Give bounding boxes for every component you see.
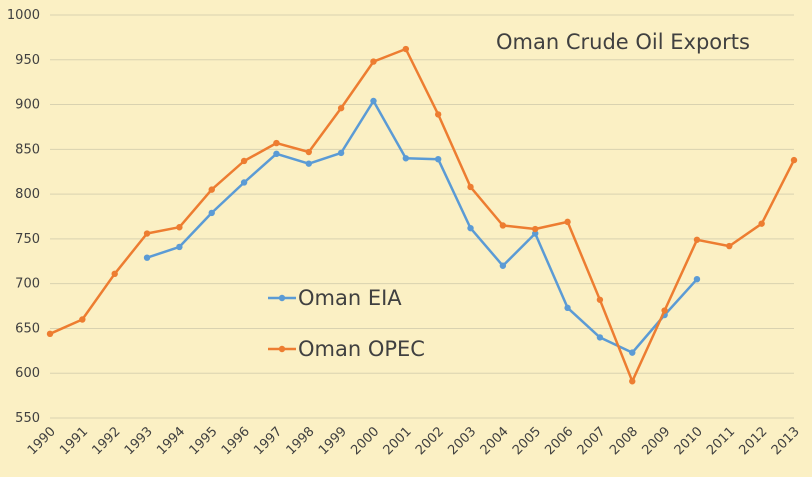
legend-marker-oman-eia xyxy=(278,294,286,302)
data-point-oman-eia-2008 xyxy=(629,349,636,356)
data-point-oman-eia-2010 xyxy=(693,275,701,283)
x-tick-label: 1992 xyxy=(90,424,124,458)
x-tick-label: 2005 xyxy=(510,424,544,458)
data-point-oman-eia-1995 xyxy=(208,209,215,217)
data-point-oman-opec-2003 xyxy=(467,183,474,191)
data-point-oman-opec-2000 xyxy=(370,58,377,65)
grid-lines xyxy=(50,14,794,419)
data-point-oman-opec-2009 xyxy=(661,307,668,314)
plot-area xyxy=(46,45,798,385)
series-oman-opec xyxy=(46,45,798,385)
data-point-oman-opec-2004 xyxy=(499,222,507,229)
legend: Oman EIA Oman OPEC xyxy=(268,286,425,361)
series-line-oman-eia xyxy=(146,99,698,354)
series-line-oman-opec xyxy=(49,47,796,383)
data-point-oman-eia-2007 xyxy=(596,334,604,341)
data-point-oman-opec-2006 xyxy=(564,218,571,226)
data-point-oman-opec-1997 xyxy=(273,139,280,147)
legend-marker-oman-opec xyxy=(278,345,286,353)
data-point-oman-opec-1993 xyxy=(143,230,151,237)
data-point-oman-opec-2007 xyxy=(596,296,604,303)
x-tick-label: 2011 xyxy=(704,424,738,458)
y-tick-label: 1000 xyxy=(7,8,40,23)
data-point-oman-eia-2006 xyxy=(564,304,571,312)
data-point-oman-opec-2008 xyxy=(629,378,636,385)
legend-label-oman-opec: Oman OPEC xyxy=(298,337,425,361)
x-tick-label: 2002 xyxy=(413,424,447,458)
data-point-oman-eia-2001 xyxy=(402,155,410,162)
data-point-oman-opec-2001 xyxy=(402,45,410,53)
x-tick-label: 2003 xyxy=(445,424,479,458)
data-point-oman-eia-1998 xyxy=(305,160,312,167)
data-point-oman-opec-2012 xyxy=(758,220,765,227)
legend-label-oman-eia: Oman EIA xyxy=(298,286,402,310)
data-point-oman-opec-1994 xyxy=(176,224,183,231)
data-point-oman-eia-1999 xyxy=(337,149,345,157)
data-point-oman-eia-1996 xyxy=(240,179,248,186)
data-point-oman-opec-2013 xyxy=(790,156,798,164)
data-point-oman-opec-1996 xyxy=(240,157,248,165)
x-tick-label: 2013 xyxy=(769,424,803,458)
x-tick-label: 2009 xyxy=(639,424,673,458)
x-tick-label: 2008 xyxy=(607,424,641,458)
data-point-oman-eia-2003 xyxy=(467,224,474,232)
data-point-oman-eia-1993 xyxy=(143,254,151,261)
x-tick-label: 2001 xyxy=(381,424,415,458)
x-tick-label: 1994 xyxy=(154,424,188,458)
legend-entry-oman-opec: Oman OPEC xyxy=(268,337,425,361)
data-point-oman-opec-2010 xyxy=(693,236,701,243)
x-tick-label: 1991 xyxy=(57,424,91,458)
data-point-oman-opec-1992 xyxy=(111,270,118,278)
data-point-oman-eia-2000 xyxy=(370,97,377,105)
y-tick-label: 900 xyxy=(15,98,40,113)
x-tick-label: 2004 xyxy=(478,424,512,458)
chart-title: Oman Crude Oil Exports xyxy=(496,30,750,54)
data-point-oman-opec-1998 xyxy=(305,148,312,156)
x-tick-label: 1993 xyxy=(122,424,156,458)
x-tick-label: 2000 xyxy=(348,424,382,458)
x-tick-label: 2007 xyxy=(575,424,609,458)
data-point-oman-opec-1999 xyxy=(337,104,345,112)
data-point-oman-eia-2002 xyxy=(434,155,442,163)
y-tick-label: 600 xyxy=(15,366,40,381)
y-tick-label: 700 xyxy=(15,277,40,292)
x-tick-label: 1997 xyxy=(251,424,285,458)
data-point-oman-eia-1994 xyxy=(176,243,183,251)
legend-entry-oman-eia: Oman EIA xyxy=(268,286,402,310)
y-tick-label: 800 xyxy=(15,187,40,202)
x-tick-label: 2010 xyxy=(672,424,706,458)
data-point-oman-opec-1990 xyxy=(46,330,54,338)
x-tick-label: 1995 xyxy=(187,424,221,458)
x-tick-label: 2006 xyxy=(542,424,576,458)
x-tick-label: 1999 xyxy=(316,424,350,458)
data-point-oman-eia-2005 xyxy=(532,230,539,237)
y-tick-label: 650 xyxy=(15,321,40,336)
y-tick-label: 950 xyxy=(15,53,40,68)
x-axis: 1990199119921993199419951996199719981999… xyxy=(25,424,803,458)
data-point-oman-opec-2005 xyxy=(532,225,539,233)
series-oman-eia xyxy=(143,97,701,356)
data-point-oman-eia-1997 xyxy=(273,150,280,158)
x-tick-label: 1996 xyxy=(219,424,253,458)
data-point-oman-opec-1995 xyxy=(208,186,215,193)
y-tick-label: 850 xyxy=(15,142,40,157)
x-tick-label: 1998 xyxy=(284,424,318,458)
data-point-oman-opec-2011 xyxy=(726,242,733,250)
data-point-oman-opec-2002 xyxy=(434,111,442,118)
y-tick-label: 550 xyxy=(15,411,40,426)
data-point-oman-opec-1991 xyxy=(79,316,86,323)
data-point-oman-eia-2004 xyxy=(499,262,507,269)
x-tick-label: 2012 xyxy=(736,424,770,458)
x-tick-label: 1990 xyxy=(25,424,59,458)
y-axis: 550 600 650 700 750 800 850 900 950 1000 xyxy=(7,8,40,426)
y-tick-label: 750 xyxy=(15,232,40,247)
